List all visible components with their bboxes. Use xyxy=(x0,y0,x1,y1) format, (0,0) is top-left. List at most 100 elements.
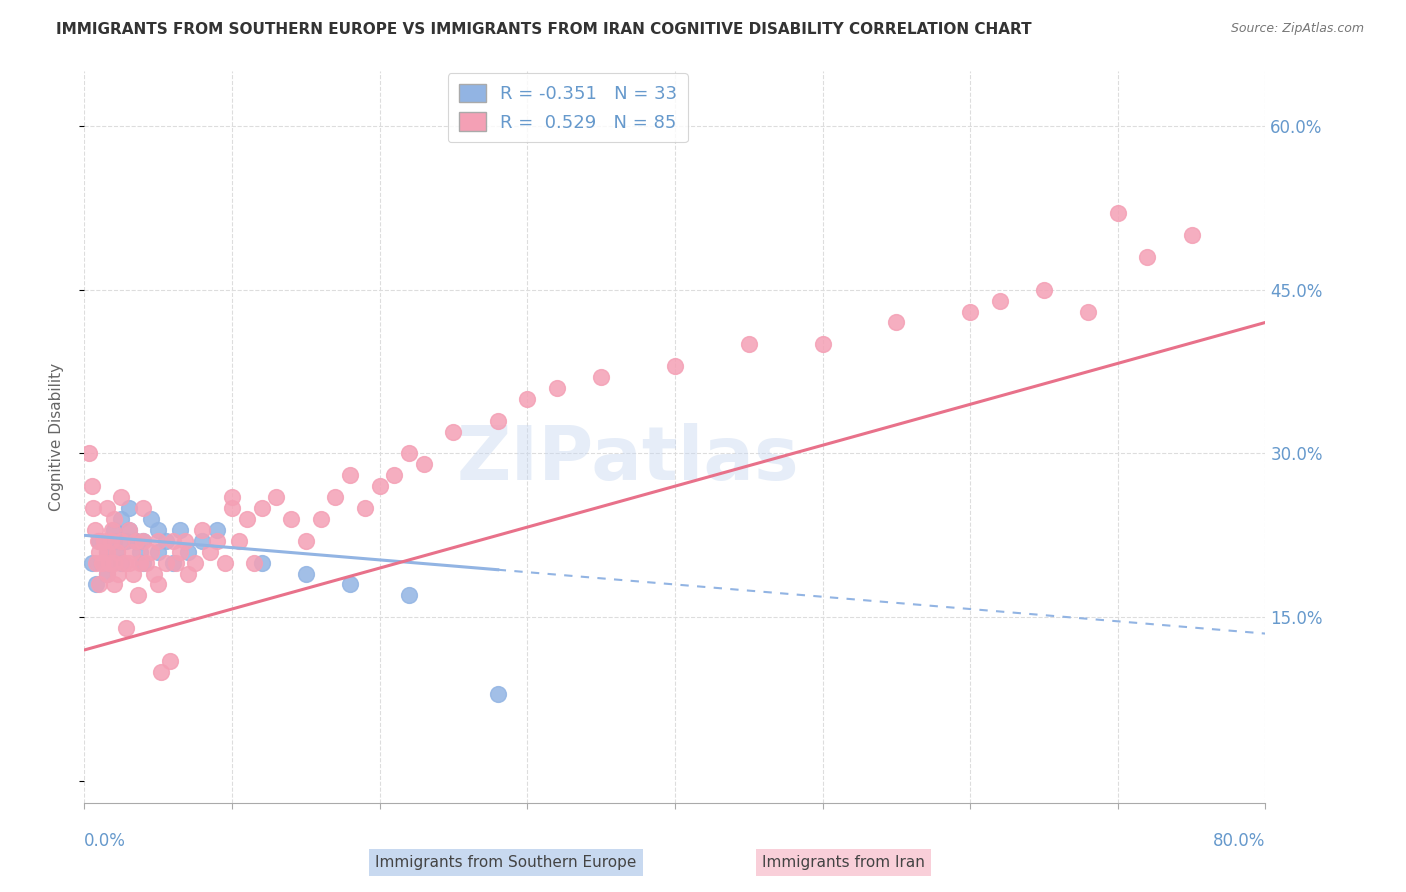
Point xyxy=(177,545,200,559)
Text: ZIPatlas: ZIPatlas xyxy=(457,423,799,496)
Point xyxy=(148,545,170,559)
Point xyxy=(132,501,155,516)
Point xyxy=(82,501,104,516)
Point xyxy=(354,501,377,516)
Point xyxy=(148,577,170,591)
Point xyxy=(105,545,128,559)
Point xyxy=(959,304,981,318)
Point xyxy=(96,545,118,559)
Point xyxy=(112,556,135,570)
Point xyxy=(103,556,125,570)
Point xyxy=(83,523,105,537)
Point xyxy=(162,556,184,570)
Point xyxy=(91,556,114,570)
Point xyxy=(110,556,132,570)
Point xyxy=(309,512,332,526)
Point xyxy=(107,566,129,581)
Point xyxy=(738,337,761,351)
Point xyxy=(236,512,259,526)
Point xyxy=(89,533,111,548)
Point xyxy=(205,533,228,548)
Point xyxy=(129,556,152,570)
Point xyxy=(159,654,181,668)
Point xyxy=(135,556,157,570)
Point xyxy=(191,523,214,537)
Point xyxy=(100,533,122,548)
Point xyxy=(250,501,273,516)
Point xyxy=(516,392,538,406)
Point xyxy=(103,523,125,537)
Point xyxy=(84,577,107,591)
Point xyxy=(250,556,273,570)
Point xyxy=(125,533,148,548)
Point xyxy=(103,512,125,526)
Point xyxy=(339,468,361,483)
Point xyxy=(96,501,118,516)
Point xyxy=(184,556,207,570)
Point xyxy=(142,566,165,581)
Point xyxy=(173,533,195,548)
Point xyxy=(198,545,221,559)
Point xyxy=(103,577,125,591)
Point xyxy=(546,381,568,395)
Point xyxy=(214,556,236,570)
Point xyxy=(77,446,100,460)
Point xyxy=(89,545,111,559)
Point xyxy=(191,533,214,548)
Point xyxy=(228,533,250,548)
Point xyxy=(988,293,1011,308)
Point xyxy=(243,556,266,570)
Point xyxy=(110,512,132,526)
Point xyxy=(118,501,141,516)
Point xyxy=(323,490,347,504)
Point xyxy=(125,533,148,548)
Point xyxy=(295,566,318,581)
Point xyxy=(114,533,136,548)
Point xyxy=(148,533,170,548)
Text: Immigrants from Iran: Immigrants from Iran xyxy=(762,855,925,870)
Point xyxy=(1032,283,1054,297)
Point xyxy=(139,512,162,526)
Point xyxy=(96,545,118,559)
Point xyxy=(221,501,243,516)
Point xyxy=(811,337,834,351)
Point xyxy=(84,556,107,570)
Point xyxy=(118,523,141,537)
Point xyxy=(339,577,361,591)
Point xyxy=(177,566,200,581)
Point xyxy=(591,370,613,384)
Point xyxy=(295,533,318,548)
Text: 80.0%: 80.0% xyxy=(1213,832,1265,850)
Point xyxy=(368,479,391,493)
Text: 0.0%: 0.0% xyxy=(84,832,127,850)
Point xyxy=(89,577,111,591)
Point xyxy=(91,556,114,570)
Point xyxy=(280,512,302,526)
Point xyxy=(165,556,187,570)
Point xyxy=(132,556,155,570)
Point xyxy=(664,359,686,373)
Point xyxy=(413,458,436,472)
Point xyxy=(114,621,136,635)
Point xyxy=(1107,206,1129,220)
Point xyxy=(98,556,121,570)
Text: IMMIGRANTS FROM SOUTHERN EUROPE VS IMMIGRANTS FROM IRAN COGNITIVE DISABILITY COR: IMMIGRANTS FROM SOUTHERN EUROPE VS IMMIG… xyxy=(56,22,1032,37)
Point xyxy=(221,490,243,504)
Point xyxy=(155,533,177,548)
Point xyxy=(96,566,118,581)
Point xyxy=(103,533,125,548)
Point xyxy=(132,533,155,548)
Point xyxy=(86,533,108,548)
Point xyxy=(205,523,228,537)
Text: Immigrants from Southern Europe: Immigrants from Southern Europe xyxy=(375,855,637,870)
Point xyxy=(110,533,132,548)
Point xyxy=(127,588,149,602)
Point xyxy=(122,566,145,581)
Point xyxy=(118,523,141,537)
Point xyxy=(398,446,420,460)
Point xyxy=(155,556,177,570)
Point xyxy=(264,490,288,504)
Point xyxy=(1136,250,1159,264)
Legend: R = -0.351   N = 33, R =  0.529   N = 85: R = -0.351 N = 33, R = 0.529 N = 85 xyxy=(447,73,688,143)
Point xyxy=(148,523,170,537)
